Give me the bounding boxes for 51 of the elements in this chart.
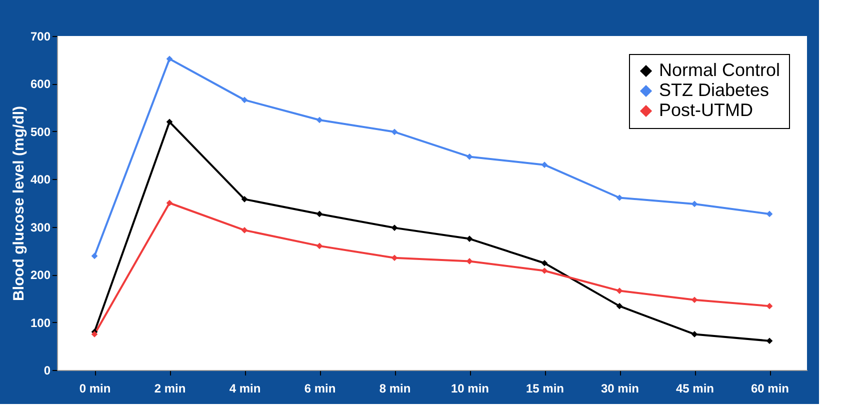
x-tick-label: 8 min	[379, 382, 411, 396]
y-tick-label: 100	[30, 316, 51, 330]
point	[241, 196, 248, 202]
y-tick-label: 200	[30, 268, 51, 282]
point	[466, 154, 473, 160]
x-tick-label: 2 min	[154, 382, 186, 396]
point	[541, 162, 548, 168]
x-tick-label: 4 min	[229, 382, 261, 396]
point	[241, 96, 248, 104]
point	[541, 268, 548, 274]
y-tick-label: 700	[30, 30, 51, 44]
point	[391, 224, 398, 231]
point	[766, 302, 773, 310]
point	[766, 338, 773, 344]
y-tick-label: 600	[30, 77, 51, 92]
point	[166, 200, 173, 206]
x-tick-label: 45 min	[676, 382, 714, 396]
point	[391, 254, 398, 262]
legend-label: Normal Control	[659, 60, 780, 80]
point	[241, 227, 248, 234]
point	[316, 242, 323, 250]
x-tick-label: 10 min	[450, 382, 490, 396]
point	[541, 260, 548, 266]
point	[466, 236, 473, 242]
y-tick-label: 500	[30, 124, 51, 139]
point	[316, 210, 323, 218]
point	[691, 200, 698, 208]
y-axis-title: Blood glucose level (mg/dl)	[10, 106, 28, 302]
y-tick-label: 300	[30, 220, 51, 234]
point	[466, 258, 473, 264]
legend-label: STZ Diabetes	[659, 80, 770, 100]
point	[616, 194, 623, 201]
point	[391, 128, 398, 136]
point	[316, 116, 323, 124]
x-tick-label: 6 min	[304, 382, 336, 396]
x-tick-label: 0 min	[79, 382, 111, 396]
y-tick-label: 0	[44, 364, 51, 378]
point	[166, 118, 173, 126]
point	[616, 302, 623, 310]
y-tick-label: 400	[30, 172, 51, 187]
legend-label: Post-UTMD	[659, 100, 753, 120]
point	[691, 296, 698, 304]
point	[616, 288, 623, 294]
x-tick-label: 30 min	[600, 382, 640, 396]
x-tick-label: 60 min	[750, 382, 790, 396]
point	[91, 331, 98, 338]
point	[91, 252, 98, 260]
point	[166, 56, 173, 62]
point	[766, 210, 773, 218]
point	[691, 331, 698, 338]
x-tick-label: 15 min	[526, 382, 564, 396]
